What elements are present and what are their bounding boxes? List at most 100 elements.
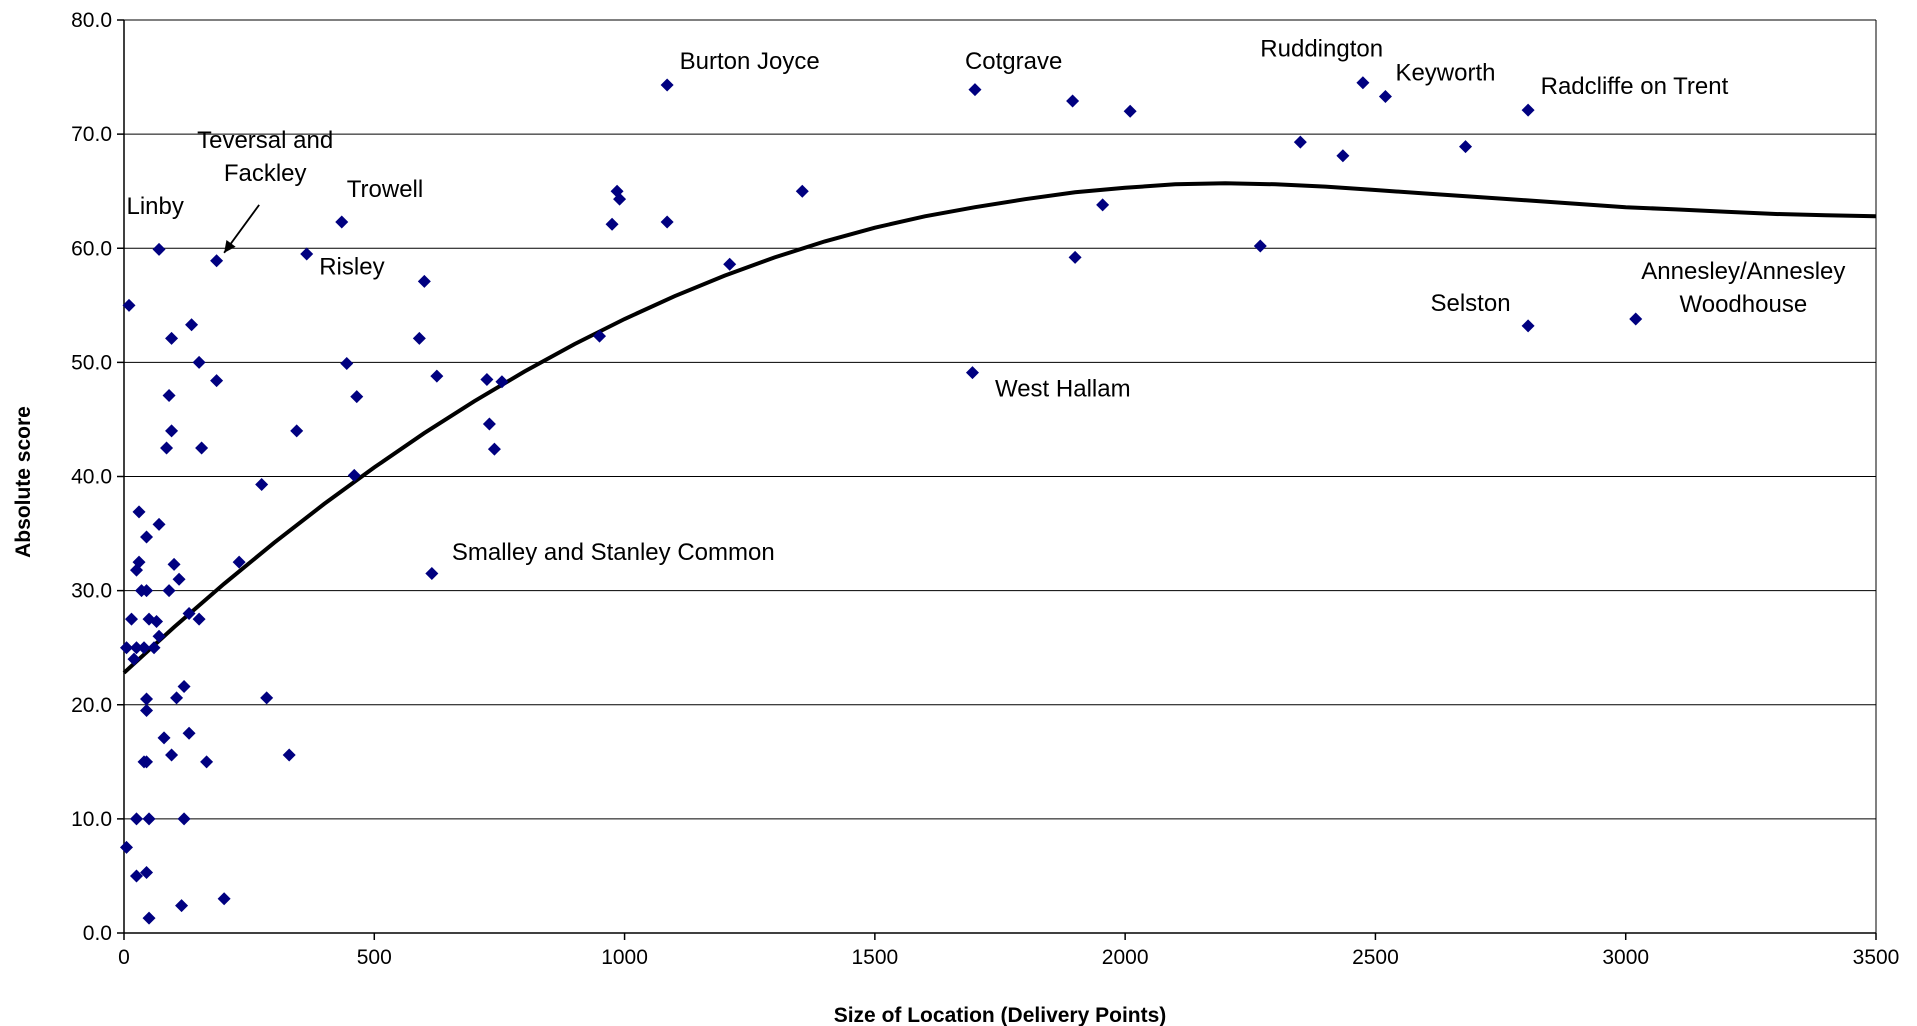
- data-point: [152, 242, 166, 256]
- data-point: [200, 755, 214, 769]
- data-point: [177, 679, 191, 693]
- data-point: [1123, 104, 1137, 118]
- annotation-label: Teversal and Fackley: [197, 127, 333, 187]
- data-point: [660, 215, 674, 229]
- y-tick-label: 40.0: [71, 466, 112, 489]
- data-point: [430, 369, 444, 383]
- data-point: [192, 355, 206, 369]
- data-point: [142, 812, 156, 826]
- data-point: [182, 726, 196, 740]
- data-point: [300, 247, 314, 261]
- data-point: [255, 477, 269, 491]
- data-point: [1521, 103, 1535, 117]
- data-point: [1096, 198, 1110, 212]
- data-point: [192, 612, 206, 626]
- data-point: [593, 329, 607, 343]
- data-point: [1356, 76, 1370, 90]
- data-point: [152, 517, 166, 531]
- data-point: [282, 748, 296, 762]
- data-point: [120, 641, 134, 655]
- annotation-label: Trowell: [347, 176, 423, 203]
- data-point: [165, 331, 179, 345]
- data-point: [1459, 140, 1473, 154]
- x-axis-ticks: 0 500 1000 1500 2000 2500 3000 3500: [118, 933, 1899, 969]
- data-point: [1336, 149, 1350, 163]
- data-point: [1629, 312, 1643, 326]
- data-point: [965, 366, 979, 380]
- data-point: [177, 812, 191, 826]
- data-point: [210, 374, 224, 388]
- data-point: [487, 442, 501, 456]
- annotation-label: Burton Joyce: [680, 48, 820, 75]
- data-point: [157, 731, 171, 745]
- data-point: [147, 641, 161, 655]
- data-point: [660, 78, 674, 92]
- data-point: [185, 318, 199, 332]
- data-point: [1253, 239, 1267, 253]
- data-point: [417, 274, 431, 288]
- annotation-label: Radcliffe on Trent: [1541, 73, 1729, 100]
- data-point: [182, 606, 196, 620]
- x-tick-label: 500: [357, 946, 392, 969]
- annotation-label: Smalley and Stanley Common: [452, 539, 775, 566]
- data-point: [290, 424, 304, 438]
- data-point: [140, 584, 154, 598]
- x-tick-label: 1000: [601, 946, 648, 969]
- x-axis-title: Size of Location (Delivery Points): [834, 1004, 1167, 1026]
- data-point: [175, 899, 189, 913]
- data-point: [1066, 94, 1080, 108]
- data-point: [217, 892, 231, 906]
- data-point: [172, 572, 186, 586]
- data-point: [968, 83, 982, 97]
- data-point: [412, 331, 426, 345]
- data-point: [162, 388, 176, 402]
- data-point: [480, 372, 494, 386]
- data-point: [170, 691, 184, 705]
- data-point: [130, 641, 144, 655]
- data-point: [165, 748, 179, 762]
- data-point: [167, 557, 181, 571]
- y-tick-label: 50.0: [71, 351, 112, 374]
- annotations: Burton Joyce Cotgrave Ruddington Keyworth Ra…: [127, 36, 1846, 566]
- data-point: [150, 614, 164, 628]
- data-points: [120, 76, 1643, 925]
- data-point: [120, 840, 134, 854]
- x-tick-label: 1500: [851, 946, 898, 969]
- y-tick-label: 60.0: [71, 237, 112, 260]
- y-tick-label: 20.0: [71, 694, 112, 717]
- data-point: [605, 217, 619, 231]
- data-point: [140, 703, 154, 717]
- trendline-group: [122, 181, 1877, 675]
- data-point: [495, 375, 509, 389]
- trendline: [122, 181, 1877, 675]
- annotation-label: Annesley/Annesley Woodhouse: [1641, 258, 1845, 318]
- x-tick-label: 2000: [1102, 946, 1149, 969]
- annotation-label: Risley: [319, 253, 384, 280]
- data-point: [152, 629, 166, 643]
- data-point: [723, 257, 737, 271]
- data-point: [137, 641, 151, 655]
- y-tick-label: 70.0: [71, 123, 112, 146]
- data-point: [340, 357, 354, 371]
- y-tick-label: 10.0: [71, 808, 112, 831]
- annotation-label: West Hallam: [995, 376, 1131, 403]
- data-point: [140, 692, 154, 706]
- data-point: [1293, 135, 1307, 149]
- x-tick-label: 3000: [1602, 946, 1649, 969]
- data-point: [122, 298, 136, 312]
- data-point: [195, 441, 209, 455]
- data-point: [350, 390, 364, 404]
- data-point: [160, 441, 174, 455]
- data-point: [210, 254, 224, 268]
- data-point: [127, 652, 141, 666]
- data-point: [482, 417, 496, 431]
- data-point: [130, 563, 144, 577]
- gridlines: [124, 19, 1876, 820]
- data-point: [162, 584, 176, 598]
- data-point: [142, 911, 156, 925]
- data-point: [132, 505, 146, 519]
- annotation-label: Linby: [127, 193, 184, 220]
- data-point: [125, 612, 139, 626]
- annotation-label: Ruddington: [1260, 36, 1383, 63]
